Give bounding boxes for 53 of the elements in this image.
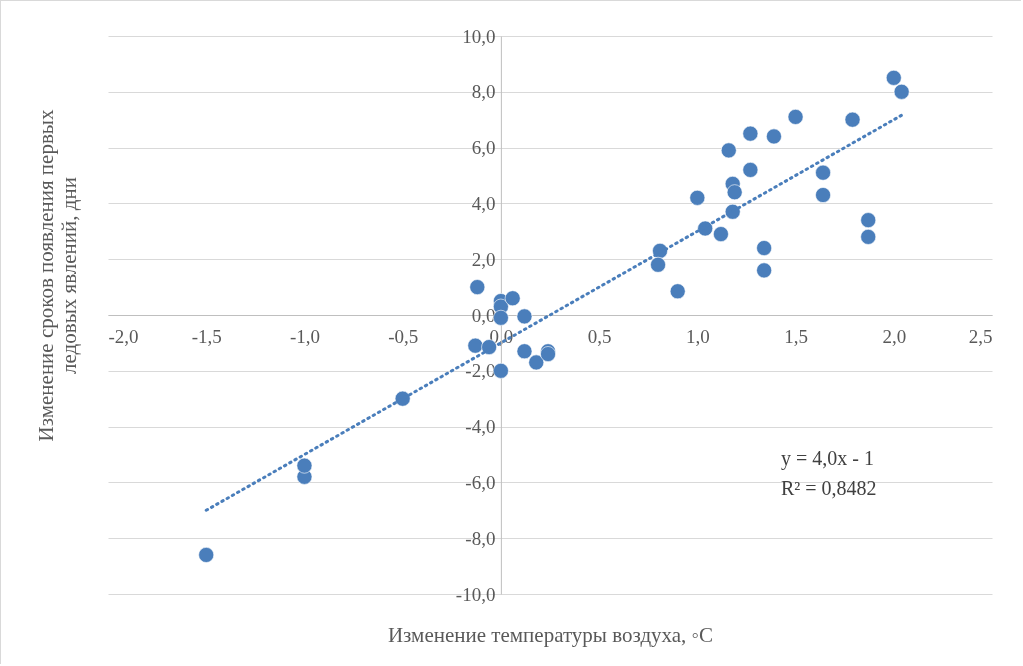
point — [469, 279, 486, 295]
point — [756, 240, 773, 256]
y-tick-label: -4,0 — [465, 416, 496, 438]
point — [815, 187, 831, 203]
point — [296, 457, 313, 474]
y-tick-label: 10,0 — [462, 25, 496, 47]
y-tick-label: -8,0 — [465, 527, 496, 549]
x-tick-label: -1,0 — [289, 325, 320, 347]
point — [787, 109, 804, 125]
y-tick-label: -6,0 — [465, 471, 496, 493]
point — [669, 283, 686, 300]
point — [467, 337, 484, 354]
point — [528, 354, 545, 371]
point — [815, 164, 831, 181]
x-axis-title: Изменение температуры воздуха, ◦C — [387, 622, 714, 647]
x-tick-label: -0,5 — [388, 325, 419, 347]
point — [697, 220, 714, 237]
y-tick-label: 0,0 — [471, 304, 496, 326]
y-tick-label: 8,0 — [471, 81, 496, 103]
y-tick-label: 6,0 — [471, 137, 496, 159]
x-tick-label: 1,5 — [784, 325, 808, 347]
point — [860, 229, 877, 245]
y-tick-label: 4,0 — [471, 192, 496, 214]
point — [198, 547, 215, 563]
point — [394, 390, 411, 407]
x-tick-label: 2,0 — [882, 325, 907, 347]
x-tick-label: 0,5 — [587, 325, 612, 347]
point — [720, 142, 737, 159]
point — [516, 308, 533, 325]
x-tick-label: -1,5 — [191, 325, 222, 347]
point — [742, 162, 759, 178]
point — [516, 343, 533, 360]
x-tick-label: -2,0 — [108, 325, 139, 347]
annotation: y = 4,0x - 1 — [781, 447, 874, 470]
point — [726, 184, 743, 201]
point — [885, 69, 902, 86]
point — [689, 189, 706, 206]
point — [650, 256, 666, 273]
y-axis-title: Изменение сроков появления первых ледовых явлений, дни — [33, 109, 81, 442]
point — [893, 83, 910, 100]
y-tick-label: 2,0 — [471, 248, 496, 270]
x-tick-label: 2,5 — [968, 325, 993, 347]
point — [860, 212, 877, 229]
point — [742, 125, 759, 142]
point — [844, 111, 861, 128]
point — [504, 290, 521, 307]
point — [766, 128, 782, 145]
y-tick-label: -10,0 — [455, 583, 496, 605]
point — [724, 203, 741, 220]
point — [756, 262, 773, 279]
x-tick-label: 1,0 — [685, 325, 710, 347]
annotation: R² = 0,8482 — [781, 477, 877, 499]
point — [713, 226, 729, 242]
